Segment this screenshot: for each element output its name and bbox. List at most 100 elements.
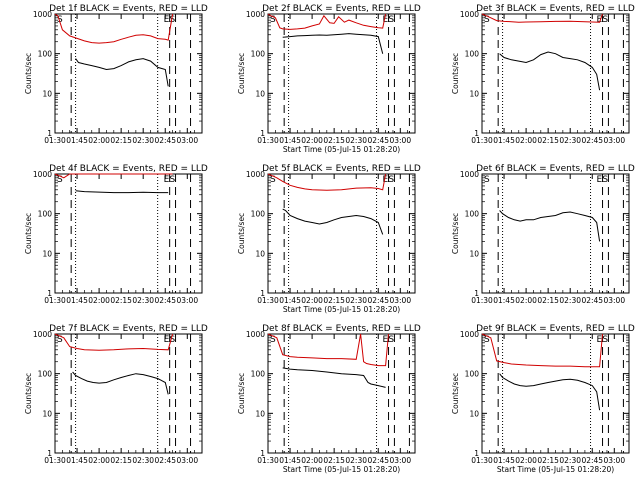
y-tick-label: 1 — [260, 449, 265, 458]
y-tick-label: 1000 — [460, 10, 479, 19]
y-tick-label: 1 — [47, 449, 52, 458]
x-tick-label: 02:15 — [110, 296, 132, 305]
y-tick-label: 1000 — [246, 170, 265, 179]
marker-label-e: E — [383, 175, 389, 185]
series-line-events — [282, 208, 384, 235]
series-line-lld — [54, 13, 174, 44]
x-tick-label: 03:00 — [176, 456, 198, 465]
y-axis-label: Counts/sec — [451, 373, 460, 414]
x-tick-label: 02:30 — [345, 456, 367, 465]
marker-label-s: S — [602, 15, 608, 25]
x-tick-label: 02:30 — [345, 136, 367, 145]
x-axis-label: Start Time (05-Jul-15 01:28:20) — [283, 305, 400, 314]
x-tick-label: 02:30 — [345, 296, 367, 305]
x-tick-label: 02:15 — [323, 456, 345, 465]
y-axis-label: Counts/sec — [237, 373, 246, 414]
series-line-events — [282, 33, 384, 54]
y-tick-label: 10 — [255, 89, 265, 98]
marker-label-s: S — [170, 15, 176, 25]
plot-frame — [54, 333, 203, 454]
x-tick-label: 01:45 — [66, 136, 88, 145]
x-tick-label: 01:45 — [493, 136, 515, 145]
marker-label-s: S — [57, 175, 63, 185]
y-tick-label: 1 — [474, 129, 479, 138]
panel-det-4: Det 4f BLACK = Events, RED = LLD 1 10 100 10… — [24, 164, 208, 305]
y-tick-label: 10 — [42, 249, 52, 258]
y-axis-label: Counts/sec — [24, 373, 33, 414]
x-tick-label: 02:00 — [88, 296, 110, 305]
y-tick-label: 100 — [38, 370, 53, 379]
plot-frame — [481, 173, 630, 294]
x-tick-label: 01:30 — [44, 296, 66, 305]
panel-title: Det 8f BLACK = Events, RED = LLD — [262, 324, 421, 334]
y-tick-label: 100 — [251, 370, 266, 379]
marker-label-e: E — [597, 175, 603, 185]
y-tick-label: 1 — [474, 449, 479, 458]
marker-label-e: E — [383, 335, 389, 345]
x-tick-label: 02:45 — [581, 456, 603, 465]
plot-frame — [267, 13, 416, 134]
y-tick-label: 1000 — [246, 330, 265, 339]
panel-title: Det 7f BLACK = Events, RED = LLD — [49, 324, 208, 334]
x-tick-label: 02:30 — [559, 456, 581, 465]
series-line-lld — [54, 333, 174, 351]
series-line-events — [499, 210, 601, 242]
marker-label-s: S — [170, 175, 176, 185]
x-tick-label: 02:30 — [559, 296, 581, 305]
panel-det-7: Det 7f BLACK = Events, RED = LLD 1 10 100 10… — [24, 324, 208, 465]
y-tick-label: 1000 — [33, 330, 52, 339]
y-tick-label: 100 — [38, 210, 53, 219]
x-tick-label: 02:30 — [132, 456, 154, 465]
panel-title: Det 1f BLACK = Events, RED = LLD — [49, 4, 208, 14]
marker-label-s: S — [270, 335, 276, 345]
y-tick-label: 10 — [255, 249, 265, 258]
x-tick-label: 03:00 — [603, 136, 625, 145]
panel-det-8: Det 8f BLACK = Events, RED = LLD 1 10 100 10… — [237, 324, 421, 474]
y-axis-label: Counts/sec — [24, 213, 33, 254]
y-tick-label: 10 — [42, 89, 52, 98]
y-tick-label: 10 — [255, 409, 265, 418]
x-tick-label: 03:00 — [176, 296, 198, 305]
x-tick-label: 01:30 — [44, 136, 66, 145]
x-tick-label: 02:15 — [323, 296, 345, 305]
marker-label-s: S — [270, 15, 276, 25]
y-tick-label: 1000 — [33, 10, 52, 19]
marker-label-s: S — [270, 175, 276, 185]
series-line-events — [75, 190, 169, 194]
y-tick-label: 100 — [251, 50, 266, 59]
y-axis-label: Counts/sec — [237, 53, 246, 94]
y-tick-label: 1 — [474, 289, 479, 298]
y-tick-label: 100 — [251, 210, 266, 219]
y-tick-label: 10 — [469, 249, 479, 258]
marker-label-s: S — [484, 175, 490, 185]
x-tick-label: 03:00 — [603, 296, 625, 305]
y-tick-label: 1 — [47, 129, 52, 138]
x-tick-label: 03:00 — [389, 296, 411, 305]
panel-det-9: Det 9f BLACK = Events, RED = LLD 1 10 100 10… — [451, 324, 635, 474]
panel-det-2: Det 2f BLACK = Events, RED = LLD 1 10 100 10… — [237, 4, 421, 154]
series-line-lld — [481, 13, 603, 23]
x-tick-label: 02:00 — [301, 136, 323, 145]
x-tick-label: 02:15 — [110, 456, 132, 465]
y-tick-label: 1000 — [33, 170, 52, 179]
marker-label-s: S — [388, 175, 394, 185]
x-tick-label: 02:15 — [537, 136, 559, 145]
marker-label-s: S — [57, 335, 63, 345]
x-tick-label: 01:30 — [257, 136, 279, 145]
plot-frame — [54, 173, 203, 294]
x-tick-label: 02:15 — [110, 136, 132, 145]
panel-det-5: Det 5f BLACK = Events, RED = LLD 1 10 100 10… — [237, 164, 421, 314]
y-axis-label: Counts/sec — [237, 213, 246, 254]
panel-title: Det 4f BLACK = Events, RED = LLD — [49, 164, 208, 174]
x-tick-label: 03:00 — [176, 136, 198, 145]
series-line-events — [499, 373, 601, 411]
x-tick-label: 02:45 — [154, 456, 176, 465]
x-tick-label: 02:45 — [154, 136, 176, 145]
x-tick-label: 03:00 — [389, 136, 411, 145]
y-axis-label: Counts/sec — [451, 53, 460, 94]
x-tick-label: 01:30 — [471, 296, 493, 305]
plot-frame — [267, 333, 416, 454]
marker-label-s: S — [170, 335, 176, 345]
y-tick-label: 1000 — [460, 170, 479, 179]
